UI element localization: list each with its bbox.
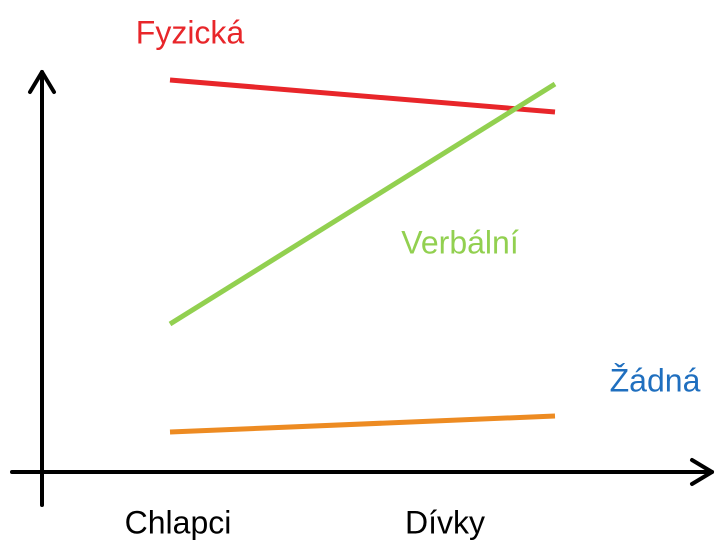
series-line — [169, 77, 556, 115]
series-line — [168, 81, 557, 327]
series-label: Verbální — [401, 224, 519, 260]
x-tick-label: Dívky — [405, 504, 485, 540]
axes — [10, 70, 714, 507]
series-label: Fyzická — [136, 14, 245, 50]
series-line — [169, 413, 556, 435]
x-axis-arrow — [690, 458, 714, 486]
x-tick-label: Chlapci — [125, 504, 232, 540]
series-label: Žádná — [610, 362, 701, 398]
y-axis-arrow — [28, 70, 56, 94]
